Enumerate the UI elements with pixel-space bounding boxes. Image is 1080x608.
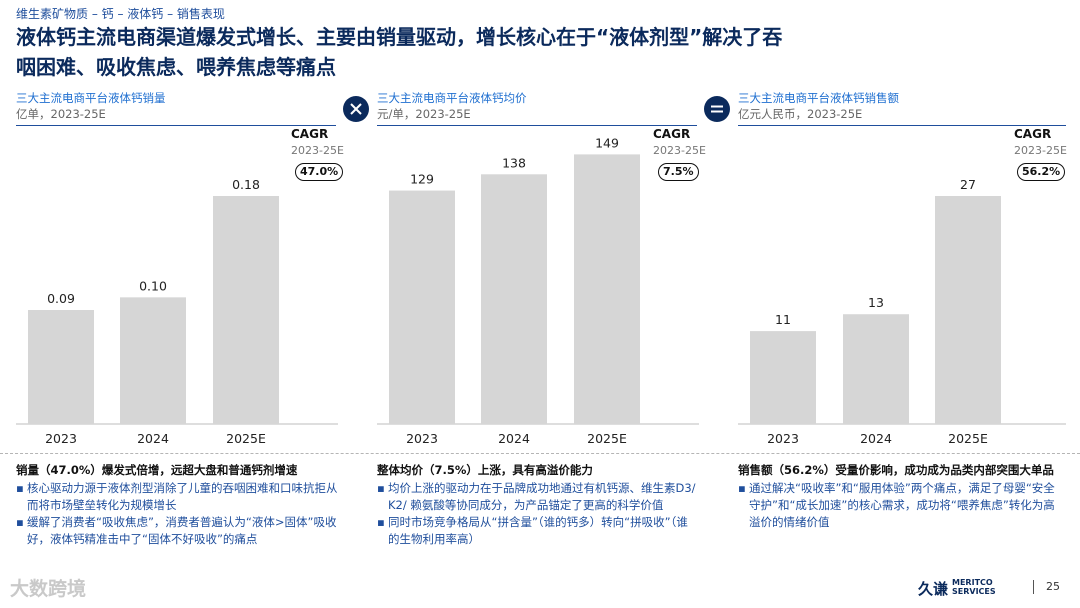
panel-title-price: 三大主流电商平台液体钙均价 bbox=[377, 91, 527, 105]
page-title: 液体钙主流电商渠道爆发式增长、主要由销量驱动，增长核心在于“液体剂型”解决了吞 … bbox=[16, 22, 1056, 82]
category-label-sales-2023: 2023 bbox=[767, 431, 799, 446]
category-label-price-2024: 2024 bbox=[498, 431, 530, 446]
value-label-volume-2023: 0.09 bbox=[47, 291, 75, 306]
panel-unit-sales: 亿元人民币，2023-25E bbox=[738, 107, 863, 121]
note-sales-head: 销售额（56.2%）受量价影响，成功成为品类内部突围大单品 bbox=[738, 463, 1054, 477]
category-label-volume-2025E: 2025E bbox=[226, 431, 266, 446]
value-label-sales-2024: 13 bbox=[868, 295, 884, 310]
panel-unit-volume: 亿单，2023-25E bbox=[16, 107, 106, 121]
category-label-sales-2024: 2024 bbox=[860, 431, 892, 446]
category-label-price-2023: 2023 bbox=[406, 431, 438, 446]
cagr-label-sales: CAGR bbox=[1014, 127, 1052, 141]
equals-icon bbox=[704, 96, 730, 122]
note-sales-list: 通过解决“吸收率”和“服用体验”两个痛点，满足了母婴“安全守护”和“成长加速”的… bbox=[738, 480, 1064, 531]
divider-dashed bbox=[0, 453, 1080, 454]
bar-volume-2025E bbox=[213, 196, 279, 424]
note-volume-bullet-2: 缓解了消费者“吸收焦虑”，消费者普遍认为“液体>固体”吸收好，液体钙精准击中了“… bbox=[16, 514, 338, 548]
note-volume: 销量（47.0%）爆发式倍增，远超大盘和普通钙剂增速 核心驱动力源于液体剂型消除… bbox=[16, 462, 338, 548]
value-label-sales-2023: 11 bbox=[775, 312, 791, 327]
value-label-volume-2025E: 0.18 bbox=[232, 177, 260, 192]
page-number: 25 bbox=[1046, 580, 1060, 593]
cagr-period-volume: 2023-25E bbox=[291, 144, 344, 157]
multiply-icon-glyph bbox=[350, 103, 362, 115]
bar-price-2025E bbox=[574, 154, 640, 424]
panel-header-volume: 三大主流电商平台液体钙销量 亿单，2023-25E bbox=[16, 89, 336, 126]
page-title-line-1: 液体钙主流电商渠道爆发式增长、主要由销量驱动，增长核心在于“液体剂型”解决了吞 bbox=[16, 25, 783, 49]
watermark-logo: 大数跨境 bbox=[10, 578, 87, 600]
panel-header-sales: 三大主流电商平台液体钙销售额 亿元人民币，2023-25E bbox=[738, 89, 1066, 126]
equals-icon-glyph bbox=[711, 105, 723, 113]
bar-volume-2024 bbox=[120, 297, 186, 424]
brand-logo-en-1: MERITCO bbox=[952, 578, 993, 587]
bar-sales-2024 bbox=[843, 314, 909, 424]
cagr-label-volume: CAGR bbox=[291, 127, 329, 141]
category-label-volume-2024: 2024 bbox=[137, 431, 169, 446]
multiply-icon bbox=[343, 96, 369, 122]
note-price: 整体均价（7.5%）上涨，具有高溢价能力 均价上涨的驱动力在于品牌成功地通过有机… bbox=[377, 462, 699, 548]
note-price-head: 整体均价（7.5%）上涨，具有高溢价能力 bbox=[377, 463, 593, 477]
value-label-price-2024: 138 bbox=[502, 155, 526, 170]
bar-charts: 0.09 2023 0.10 2024 0.18 2025E 129 2023 138 2024 1… bbox=[16, 135, 1066, 446]
bar-price-2024 bbox=[481, 174, 547, 424]
note-sales: 销售额（56.2%）受量价影响，成功成为品类内部突围大单品 通过解决“吸收率”和… bbox=[738, 462, 1064, 531]
panel-title-sales: 三大主流电商平台液体钙销售额 bbox=[738, 91, 899, 105]
note-volume-head: 销量（47.0%）爆发式倍增，远超大盘和普通钙剂增速 bbox=[16, 463, 298, 477]
cagr-value-volume: 47.0% bbox=[295, 163, 344, 181]
value-label-price-2025E: 149 bbox=[595, 135, 619, 150]
note-price-list: 均价上涨的驱动力在于品牌成功地通过有机钙源、维生素D3/ K2/ 赖氨酸等协同成… bbox=[377, 480, 699, 548]
cagr-period-price: 2023-25E bbox=[653, 144, 706, 157]
page-number-divider bbox=[1033, 580, 1034, 594]
note-sales-bullet-1: 通过解决“吸收率”和“服用体验”两个痛点，满足了母婴“安全守护”和“成长加速”的… bbox=[738, 480, 1064, 531]
bar-price-2023 bbox=[389, 190, 455, 424]
value-label-price-2023: 129 bbox=[410, 172, 434, 187]
note-volume-list: 核心驱动力源于液体剂型消除了儿童的吞咽困难和口味抗拒从而将市场壁垒转化为规模增长… bbox=[16, 480, 338, 548]
note-price-bullet-2: 同时市场竞争格局从“拼含量”（谁的钙多）转向“拼吸收”（谁的生物利用率高） bbox=[377, 514, 699, 548]
value-label-sales-2025E: 27 bbox=[960, 177, 976, 192]
breadcrumb: 维生素矿物质 – 钙 – 液体钙 – 销售表现 bbox=[16, 7, 225, 21]
bar-volume-2023 bbox=[28, 310, 94, 424]
panel-title-volume: 三大主流电商平台液体钙销量 bbox=[16, 91, 166, 105]
panel-header-price: 三大主流电商平台液体钙均价 元/单，2023-25E bbox=[377, 89, 697, 126]
cagr-label-price: CAGR bbox=[653, 127, 691, 141]
brand-logo-en: MERITCO SERVICES bbox=[952, 578, 996, 596]
bar-sales-2023 bbox=[750, 331, 816, 424]
note-volume-bullet-1: 核心驱动力源于液体剂型消除了儿童的吞咽困难和口味抗拒从而将市场壁垒转化为规模增长 bbox=[16, 480, 338, 514]
cagr-period-sales: 2023-25E bbox=[1014, 144, 1067, 157]
category-label-volume-2023: 2023 bbox=[45, 431, 77, 446]
panel-unit-price: 元/单，2023-25E bbox=[377, 107, 471, 121]
page-title-line-2: 咽困难、吸收焦虑、喂养焦虑等痛点 bbox=[16, 55, 336, 79]
cagr-value-sales: 56.2% bbox=[1017, 163, 1066, 181]
cagr-value-price: 7.5% bbox=[658, 163, 699, 181]
brand-logo-cn: 久谦 bbox=[918, 580, 949, 598]
brand-logo-en-2: SERVICES bbox=[952, 587, 996, 596]
note-price-bullet-1: 均价上涨的驱动力在于品牌成功地通过有机钙源、维生素D3/ K2/ 赖氨酸等协同成… bbox=[377, 480, 699, 514]
category-label-sales-2025E: 2025E bbox=[948, 431, 988, 446]
value-label-volume-2024: 0.10 bbox=[139, 278, 167, 293]
bar-sales-2025E bbox=[935, 196, 1001, 424]
category-label-price-2025E: 2025E bbox=[587, 431, 627, 446]
